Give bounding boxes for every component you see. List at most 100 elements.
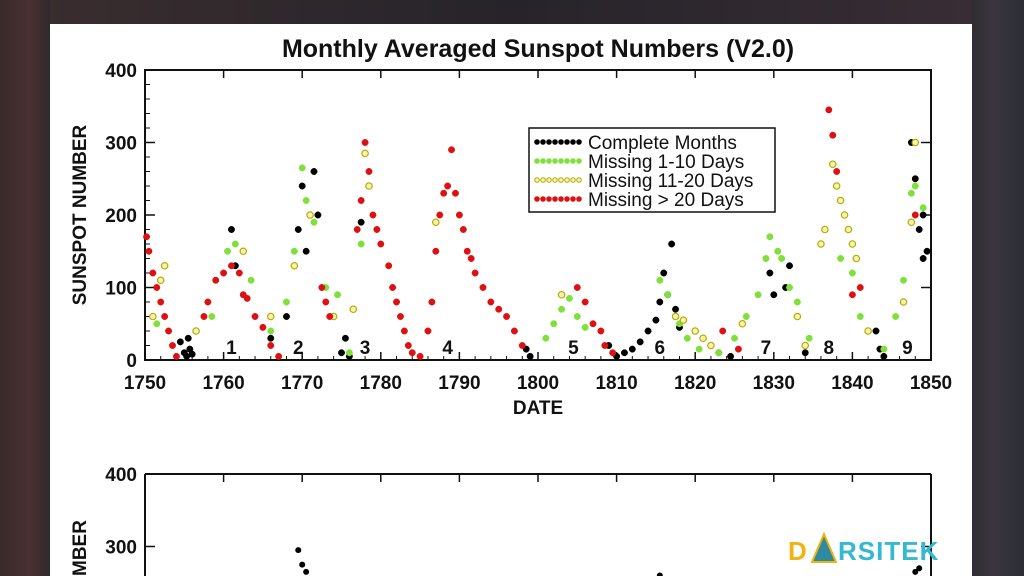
- data-point: [165, 327, 173, 335]
- data-point: [542, 334, 550, 342]
- data-point: [188, 350, 196, 358]
- data-point: [275, 352, 283, 360]
- cycle-label: 7: [761, 338, 772, 359]
- data-point: [793, 312, 802, 321]
- legend-item: Missing 1-10 Days: [534, 152, 744, 173]
- data-point: [298, 182, 306, 190]
- data-point: [345, 349, 353, 357]
- data-point: [306, 211, 314, 219]
- bottom-y-tick-label: 400: [105, 465, 137, 486]
- data-point: [919, 204, 927, 212]
- data-point: [349, 305, 358, 314]
- data-point: [452, 189, 459, 197]
- legend-marker: [534, 196, 540, 202]
- data-point: [377, 240, 385, 248]
- data-point: [573, 284, 581, 291]
- data-point: [915, 226, 923, 233]
- data-point: [231, 240, 239, 248]
- data-point: [228, 262, 235, 270]
- data-point: [817, 240, 825, 248]
- background-top: [0, 0, 1024, 24]
- data-point: [408, 349, 416, 357]
- data-point: [911, 211, 919, 219]
- x-tick-label: 1830: [753, 373, 795, 394]
- data-point: [267, 334, 275, 342]
- data-point: [734, 345, 742, 353]
- legend-marker: [576, 158, 582, 164]
- data-point: [848, 269, 856, 277]
- cycle-label: 6: [655, 338, 666, 359]
- bottom-data-point: [916, 565, 923, 572]
- data-point: [338, 349, 345, 357]
- data-point: [290, 261, 299, 270]
- data-point: [455, 211, 463, 219]
- data-point: [660, 269, 668, 277]
- data-point: [848, 291, 856, 299]
- data-point: [436, 211, 444, 219]
- data-point: [160, 261, 169, 270]
- legend-marker: [564, 196, 570, 202]
- data-point: [169, 342, 176, 349]
- data-point: [872, 327, 880, 335]
- data-point: [609, 349, 617, 357]
- data-point: [526, 352, 534, 360]
- data-point: [487, 298, 495, 306]
- data-point: [672, 305, 679, 313]
- data-point: [621, 349, 628, 357]
- background-right: [972, 0, 1024, 576]
- legend-marker: [570, 139, 576, 145]
- data-point: [228, 226, 235, 233]
- data-point: [679, 316, 688, 324]
- data-point: [656, 276, 664, 284]
- y-tick-label: 0: [126, 351, 137, 372]
- data-point: [880, 345, 888, 353]
- data-point: [754, 291, 762, 299]
- data-point: [719, 327, 727, 335]
- data-point: [448, 146, 455, 154]
- data-point: [479, 284, 487, 291]
- data-point: [208, 313, 216, 320]
- data-point: [243, 294, 251, 302]
- data-point: [727, 352, 735, 360]
- y-tick-label: 400: [105, 61, 137, 82]
- x-tick-label: 1840: [831, 373, 873, 394]
- data-point: [212, 276, 220, 284]
- data-point: [294, 226, 302, 233]
- data-point: [919, 211, 927, 219]
- data-point: [424, 327, 432, 335]
- data-point: [671, 312, 680, 321]
- data-point: [404, 342, 412, 349]
- bottom-y-axis-label: MBER: [70, 520, 91, 576]
- x-tick-label: 1760: [202, 373, 244, 394]
- legend-marker: [564, 158, 570, 164]
- legend-marker: [576, 196, 582, 202]
- bottom-data-point: [656, 572, 663, 576]
- data-point: [707, 341, 715, 350]
- data-point: [283, 313, 290, 320]
- data-point: [652, 316, 660, 324]
- data-point: [341, 334, 349, 342]
- data-point: [176, 338, 184, 346]
- x-axis-label: DATE: [513, 398, 563, 419]
- data-point: [267, 342, 275, 349]
- data-point: [601, 342, 609, 349]
- data-point: [911, 138, 920, 147]
- data-point: [157, 298, 165, 306]
- data-point: [766, 269, 774, 277]
- data-point: [919, 255, 927, 262]
- legend-item: Missing > 20 Days: [534, 190, 744, 211]
- data-point: [267, 327, 275, 335]
- data-point: [664, 291, 672, 299]
- data-point: [899, 298, 908, 306]
- data-point: [565, 294, 573, 302]
- data-point: [801, 341, 810, 350]
- bottom-data-point: [299, 561, 306, 568]
- data-point: [192, 327, 200, 335]
- legend-marker: [546, 177, 552, 183]
- cycle-labels: 1 2 3 4 5 6 7 8 9: [226, 338, 913, 359]
- data-point: [153, 284, 161, 291]
- data-point: [907, 189, 915, 197]
- bottom-y-tick-label: 300: [105, 538, 137, 559]
- legend-marker: [570, 177, 576, 183]
